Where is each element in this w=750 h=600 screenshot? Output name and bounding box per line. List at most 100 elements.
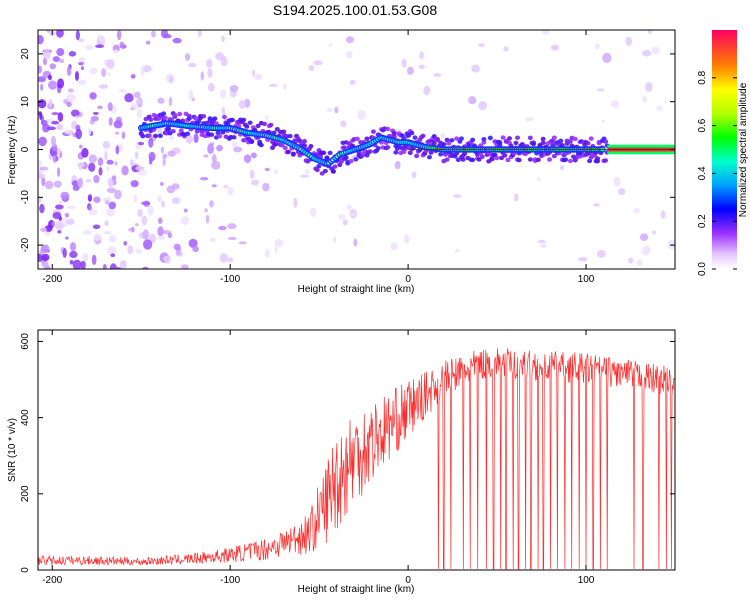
noise-blob — [313, 60, 323, 66]
ridge-envelope-blob — [399, 133, 405, 138]
noise-blob — [141, 215, 148, 226]
noise-blob — [137, 169, 147, 176]
noise-blob — [433, 72, 442, 77]
noise-blob — [40, 244, 50, 253]
noise-blob — [401, 58, 407, 68]
noise-blob — [134, 151, 139, 160]
noise-blob — [115, 145, 120, 155]
ridge-envelope-blob — [426, 154, 432, 160]
y-tick-label: 10 — [20, 96, 31, 108]
noise-blob — [151, 30, 156, 38]
ridge-envelope-blob — [308, 143, 314, 149]
noise-blob — [185, 134, 193, 144]
noise-blob — [550, 45, 559, 51]
noise-blob — [205, 59, 213, 68]
noise-blob — [180, 216, 189, 226]
noise-blob — [66, 218, 75, 225]
noise-blob — [94, 44, 105, 49]
noise-blob — [172, 37, 182, 44]
ridge-envelope-blob — [513, 140, 519, 146]
noise-blob — [58, 58, 65, 64]
spectrogram-x-label: Height of straight line (km) — [298, 284, 415, 295]
noise-blob — [229, 84, 239, 92]
noise-blob — [233, 146, 243, 153]
noise-blob — [105, 200, 110, 205]
ridge-envelope-blob — [458, 136, 464, 141]
noise-blob — [93, 175, 100, 184]
noise-blob — [119, 41, 125, 49]
ridge-envelope-blob — [540, 136, 546, 142]
noise-blob — [67, 88, 74, 93]
noise-blob — [156, 195, 162, 202]
noise-blob — [423, 85, 431, 96]
noise-blob — [48, 80, 58, 90]
noise-blob — [274, 245, 278, 254]
noise-blob — [625, 36, 633, 47]
noise-blob — [136, 108, 143, 119]
ridge-envelope-blob — [212, 116, 218, 121]
ridge-envelope-blob — [444, 157, 450, 162]
ridge-envelope-blob — [178, 128, 184, 133]
noise-blob — [404, 234, 410, 244]
noise-blob — [90, 115, 99, 122]
ridge-envelope-blob — [449, 138, 455, 143]
noise-blob — [74, 70, 79, 81]
noise-blob — [113, 120, 123, 129]
noise-blob — [53, 180, 62, 188]
noise-blob — [75, 128, 83, 140]
noise-blob — [66, 205, 76, 209]
noise-blob — [644, 81, 653, 92]
noise-blob — [503, 46, 509, 52]
noise-blob — [110, 253, 116, 258]
noise-blob — [304, 169, 310, 175]
ridge-envelope-blob — [460, 157, 466, 162]
noise-blob — [137, 141, 145, 146]
noise-blob — [121, 131, 126, 140]
noise-blob — [537, 176, 541, 182]
ridge-envelope-blob — [330, 169, 336, 174]
noise-blob — [56, 48, 65, 57]
noise-blob — [101, 68, 107, 78]
noise-blob — [158, 217, 163, 224]
noise-blob — [42, 48, 51, 60]
noise-blob — [220, 89, 227, 99]
ridge-envelope-blob — [551, 153, 557, 159]
noise-blob — [130, 103, 139, 110]
noise-blob — [39, 166, 49, 171]
noise-blob — [454, 248, 460, 253]
noise-blob — [183, 208, 188, 213]
noise-blob — [200, 177, 209, 181]
noise-blob — [70, 242, 77, 252]
noise-blob — [231, 141, 238, 148]
noise-blob — [167, 232, 173, 239]
noise-blob — [215, 52, 225, 61]
noise-blob — [114, 189, 122, 200]
ridge-envelope-blob — [271, 130, 277, 135]
noise-blob — [38, 173, 45, 180]
noise-blob — [453, 194, 462, 199]
noise-blob — [274, 238, 284, 248]
noise-blob — [642, 95, 647, 103]
noise-blob — [163, 33, 172, 39]
noise-blob — [254, 74, 263, 81]
noise-blob — [193, 133, 199, 144]
noise-blob — [610, 99, 619, 108]
noise-blob — [168, 136, 174, 140]
noise-blob — [628, 257, 634, 264]
noise-blob — [135, 165, 145, 171]
y-tick-label: 0 — [20, 567, 31, 573]
noise-blob — [656, 105, 663, 111]
noise-blob — [200, 71, 204, 81]
ridge-envelope-blob — [193, 116, 199, 121]
noise-blob — [264, 248, 271, 258]
noise-blob — [41, 119, 48, 126]
noise-blob — [667, 239, 675, 250]
snr-line — [38, 348, 675, 570]
ridge-envelope-blob — [558, 138, 564, 144]
snr-panel: -200 -100 0 100 600 400 200 0 Height of straig… — [7, 329, 676, 595]
noise-blob — [308, 65, 315, 72]
ridge-envelope-blob — [527, 135, 533, 141]
noise-blob — [593, 202, 600, 207]
ridge-envelope-blob — [507, 136, 513, 141]
noise-blob — [346, 204, 352, 210]
